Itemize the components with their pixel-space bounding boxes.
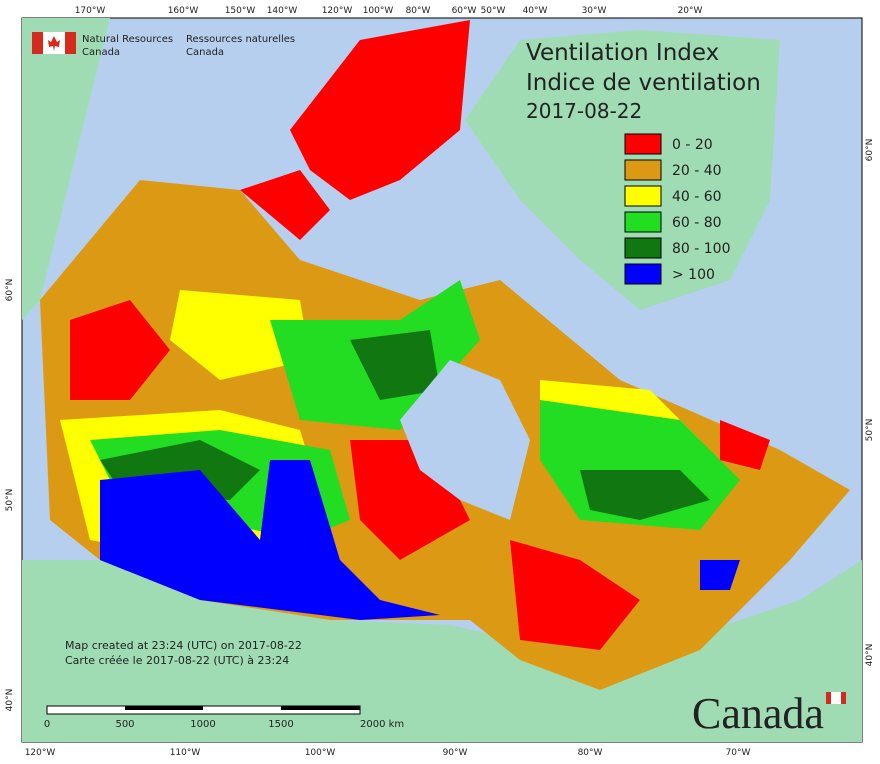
legend-swatch [624, 159, 662, 181]
date: 2017-08-22 [526, 99, 642, 123]
scale-segment [281, 706, 360, 710]
wordmark-flag-center [831, 692, 841, 704]
wordmark: Canada [692, 689, 824, 738]
legend-swatch [624, 185, 662, 207]
legend-swatch [624, 263, 662, 285]
graticule-label: 50°N [5, 489, 15, 512]
legend-label: 80 - 100 [672, 241, 731, 257]
graticule-label: 90°W [443, 748, 468, 758]
usa [22, 560, 862, 742]
graticule-label: 60°W [452, 6, 477, 16]
graticule-label: 100°W [363, 6, 394, 16]
legend-swatch [624, 133, 662, 155]
graticule-label: 140°W [267, 6, 298, 16]
graticule-label: 40°N [5, 689, 15, 712]
legend-label: 0 - 20 [672, 137, 713, 153]
hudson-bay [400, 360, 530, 520]
legend-label: 40 - 60 [672, 189, 722, 205]
scale-segment [125, 706, 203, 710]
graticule-label: 110°W [170, 748, 201, 758]
graticule-label: 30°W [582, 6, 607, 16]
legend-label: > 100 [672, 267, 715, 283]
graticule-label: 20°W [678, 6, 703, 16]
dark-green-areas [100, 330, 710, 520]
graticule-label: 100°W [305, 748, 336, 758]
maple-leaf [48, 36, 60, 51]
arctic-islands [240, 20, 470, 240]
high-index-areas [100, 460, 740, 620]
graticule-label: 40°W [523, 6, 548, 16]
legend-swatch [624, 237, 662, 259]
legend-swatch [624, 211, 662, 233]
scale-label: 0 [44, 719, 50, 730]
alaska [22, 18, 110, 320]
graticule-label: 80°W [406, 6, 431, 16]
low-index-areas [70, 300, 770, 650]
scale-label: 500 [115, 719, 134, 730]
legend-label: 60 - 80 [672, 215, 722, 231]
graticule-label: 170°W [75, 6, 106, 16]
flag-left [32, 32, 43, 54]
graticule-label: 60°N [865, 139, 875, 162]
created-fr: Carte créée le 2017-08-22 (UTC) à 23:24 [65, 654, 289, 667]
graticule-label: 160°W [168, 6, 199, 16]
flag-right [65, 32, 76, 54]
agency-en: Natural Resources [82, 34, 173, 45]
created-en: Map created at 23:24 (UTC) on 2017-08-22 [65, 639, 302, 652]
graticule-label: 60°N [5, 279, 15, 302]
graticule-label: 50°N [865, 419, 875, 442]
graticule-label: 70°W [726, 748, 751, 758]
graticule-label: 150°W [225, 6, 256, 16]
agency-fr: Canada [186, 47, 224, 58]
greenland [465, 30, 780, 310]
scale-label: 2000 km [360, 719, 404, 730]
agency-fr: Ressources naturelles [186, 34, 295, 45]
graticule-label: 120°W [322, 6, 353, 16]
graticule-label: 80°W [578, 748, 603, 758]
graticule-label: 50°W [481, 6, 506, 16]
scale-label: 1500 [268, 719, 293, 730]
graticule-label: 120°W [25, 748, 56, 758]
agency-en: Canada [82, 47, 120, 58]
graticule-label: 40°N [865, 644, 875, 667]
scale-label: 1000 [190, 719, 215, 730]
title: Indice de ventilation [526, 70, 761, 96]
legend-label: 20 - 40 [672, 163, 722, 179]
title: Ventilation Index [526, 40, 719, 66]
